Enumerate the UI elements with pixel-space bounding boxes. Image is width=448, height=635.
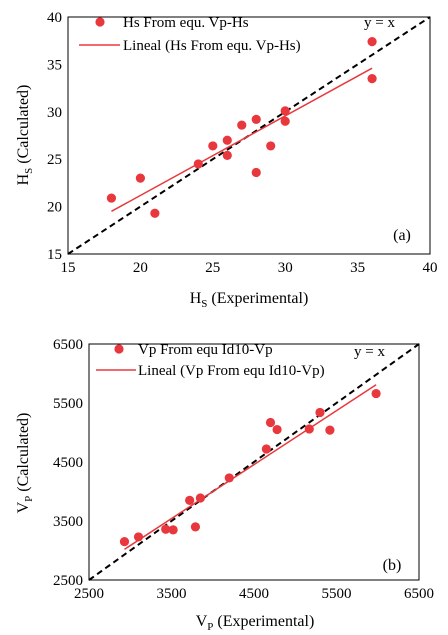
fit-line [124,384,377,550]
panel-a-chart: 15 20 25 30 35 40 15 20 25 30 35 40 Hs From equ. V… [15,10,438,310]
plot-area-frame [88,343,420,581]
x-tick-labels: 15 20 25 30 35 40 [61,260,438,276]
plot-area-frame [67,16,431,255]
x-tick-labels: 2500 3500 4500 5500 6500 [74,586,434,602]
identity-line [88,343,420,581]
data-point [222,150,232,161]
x-tick-label: 35 [350,260,365,276]
y-tick-label: 2500 [53,573,83,589]
legend-marker-series [114,344,124,354]
legend-label-fit: Lineal (Hs From equ. Vp-Hs) [123,38,301,54]
data-point [224,473,234,483]
panel-label: (a) [393,227,411,244]
identity-line-label: y = x [364,15,395,31]
data-point [265,417,276,428]
x-tick-label: 2500 [74,586,104,602]
x-tick-label: 20 [133,260,148,276]
data-point [193,159,203,169]
data-point [119,537,130,547]
data-point [272,424,282,435]
y-tick-label: 15 [47,247,62,263]
x-tick-label: 40 [423,260,438,276]
legend-marker-series [95,17,105,27]
data-point [106,193,117,203]
data-point [371,388,381,399]
data-point [150,208,160,218]
x-tick-label: 4500 [239,586,269,602]
data-point [222,135,232,145]
data-point [367,74,377,84]
y-tick-label: 35 [47,57,62,73]
y-tick-label: 3500 [53,514,83,530]
fit-line [111,67,373,212]
x-axis-label: VP (Experimental) [196,613,315,633]
x-tick-label: 3500 [157,586,187,602]
y-axis-label: HS (Calculated) [15,85,35,186]
data-point [208,141,218,151]
panel-label: (b) [383,557,402,574]
data-point [190,522,201,532]
data-marks [88,343,420,581]
y-tick-labels: 2500 3500 4500 5500 6500 [53,337,83,589]
y-tick-label: 25 [47,152,62,168]
identity-line [67,16,431,255]
legend-label-series: Hs From equ. Vp-Hs [123,15,249,31]
data-point [133,532,144,542]
x-tick-label: 30 [278,260,293,276]
legend-label-fit: Lineal (Vp From equ Id10-Vp) [138,363,325,379]
identity-line-label: y = x [354,344,385,360]
data-point [304,424,314,434]
y-tick-labels: 15 20 25 30 35 40 [47,10,62,263]
data-point [315,407,325,418]
data-point [135,173,145,183]
data-point [266,141,276,151]
x-tick-label: 5500 [322,586,352,602]
y-tick-label: 4500 [53,455,83,471]
data-point [367,37,377,47]
data-point [161,524,171,534]
x-tick-label: 15 [61,260,76,276]
legend-label-series: Vp From equ Id10-Vp [138,342,273,358]
data-point [280,116,290,126]
x-tick-label: 6500 [404,586,434,602]
data-marks [67,16,431,255]
data-point [251,167,261,178]
data-point [251,114,261,124]
x-axis-label: HS (Experimental) [190,290,309,310]
data-point [168,525,178,535]
y-axis-label: VP (Calculated) [15,413,35,514]
y-tick-label: 30 [47,105,62,121]
y-tick-label: 5500 [53,396,83,412]
data-point [261,444,271,454]
data-point [195,493,205,503]
data-point [237,120,247,130]
y-tick-label: 6500 [53,337,83,353]
panel-b-chart: 2500 3500 4500 5500 6500 2500 3500 4500 5500 650… [15,337,434,633]
data-point [185,495,195,505]
x-tick-label: 25 [205,260,220,276]
data-point [325,425,335,435]
y-tick-label: 20 [47,200,62,216]
data-point [280,106,290,116]
y-tick-label: 40 [47,10,62,26]
